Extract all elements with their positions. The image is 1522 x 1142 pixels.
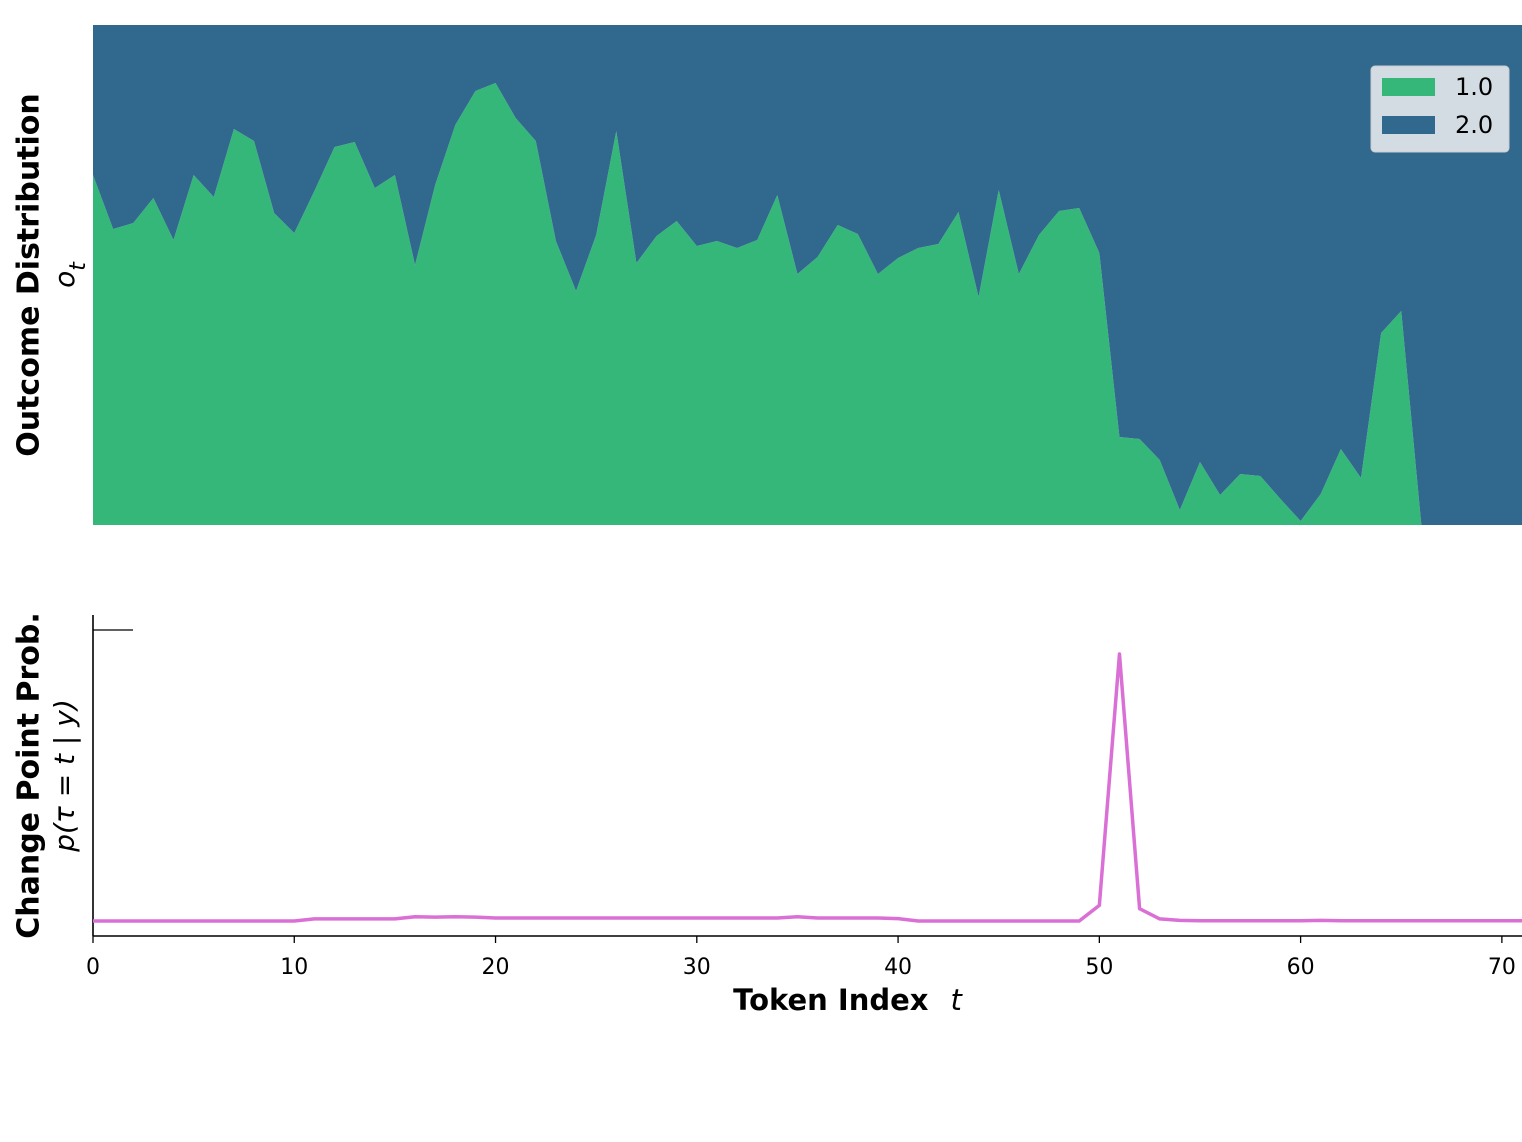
x-axis-label: Token Index t	[733, 983, 963, 1017]
y-axis-symbol: p(τ = t | y)	[48, 699, 81, 853]
label-text: Token Index	[733, 983, 929, 1017]
legend-swatch	[1382, 116, 1435, 134]
x-tick-label: 40	[884, 955, 912, 980]
x-tick-label: 30	[683, 955, 711, 980]
x-tick-label: 60	[1287, 955, 1315, 980]
symbol-part: t	[66, 261, 91, 271]
symbol-part: o	[48, 271, 81, 288]
legend-label: 2.0	[1455, 111, 1493, 139]
y-axis-label: Change Point Prob.	[12, 612, 47, 939]
y-axis-symbol: ot	[48, 261, 91, 288]
x-tick-label: 70	[1488, 955, 1516, 980]
y-axis-label: Outcome Distribution	[12, 93, 47, 457]
line	[93, 652, 1522, 923]
label-symbol: t	[950, 983, 963, 1017]
legend-label: 1.0	[1455, 73, 1493, 101]
x-tick-label: 10	[280, 955, 308, 980]
x-tick-label: 50	[1085, 955, 1113, 980]
x-tick-label: 20	[482, 955, 510, 980]
area	[93, 25, 1522, 525]
symbol-part: p(τ = t | y)	[48, 699, 81, 853]
legend-swatch	[1382, 78, 1435, 96]
x-tick-label: 0	[86, 955, 100, 980]
area	[93, 83, 1522, 525]
